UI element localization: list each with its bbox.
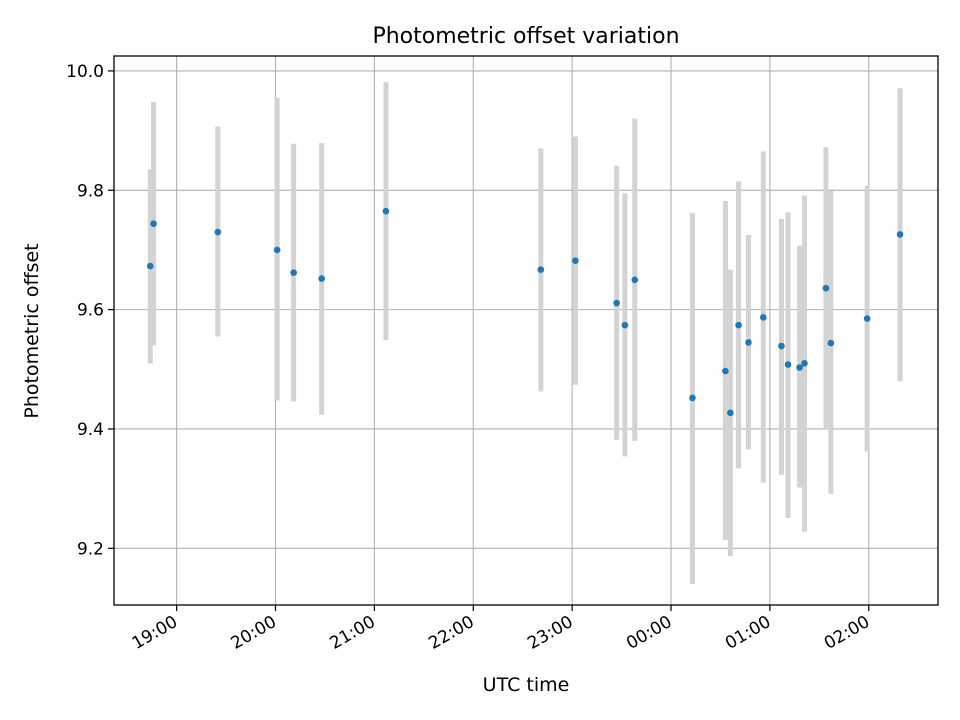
data-point	[150, 220, 157, 227]
data-point	[722, 367, 729, 375]
data-point	[537, 266, 545, 273]
y-tick-label: 9.2	[77, 539, 104, 559]
data-point	[735, 321, 742, 329]
y-axis-label: Photometric offset	[21, 243, 43, 418]
data-point	[318, 275, 325, 282]
data-point	[760, 314, 767, 321]
y-axis-ticks: 9.2 9.4 9.6 9.8 10.0	[66, 62, 114, 559]
data-point	[613, 299, 620, 307]
data-point	[796, 364, 803, 371]
chart-title: Photometric offset variation	[372, 24, 679, 49]
plot-frame	[113, 55, 939, 606]
y-tick-label: 9.8	[77, 181, 104, 201]
data-point	[801, 360, 808, 367]
data-point	[273, 246, 281, 254]
data-point	[572, 257, 579, 264]
data-point	[621, 321, 629, 329]
data-point	[896, 231, 904, 238]
data-point	[784, 361, 792, 368]
data-point	[631, 276, 639, 284]
x-axis-label: UTC time	[483, 674, 570, 696]
data-point	[382, 207, 390, 215]
y-tick-label: 10.0	[66, 62, 104, 82]
data-point	[822, 284, 830, 292]
y-tick-label: 9.4	[77, 420, 104, 440]
data-point	[745, 339, 752, 346]
data-point	[214, 228, 222, 236]
data-point	[827, 339, 835, 347]
data-point	[689, 394, 696, 402]
data-points	[146, 207, 904, 417]
data-point	[727, 409, 734, 417]
y-tick-label: 9.6	[77, 301, 104, 321]
data-point	[290, 269, 297, 276]
data-point	[778, 342, 785, 350]
data-point	[863, 315, 871, 322]
data-point	[146, 262, 154, 270]
